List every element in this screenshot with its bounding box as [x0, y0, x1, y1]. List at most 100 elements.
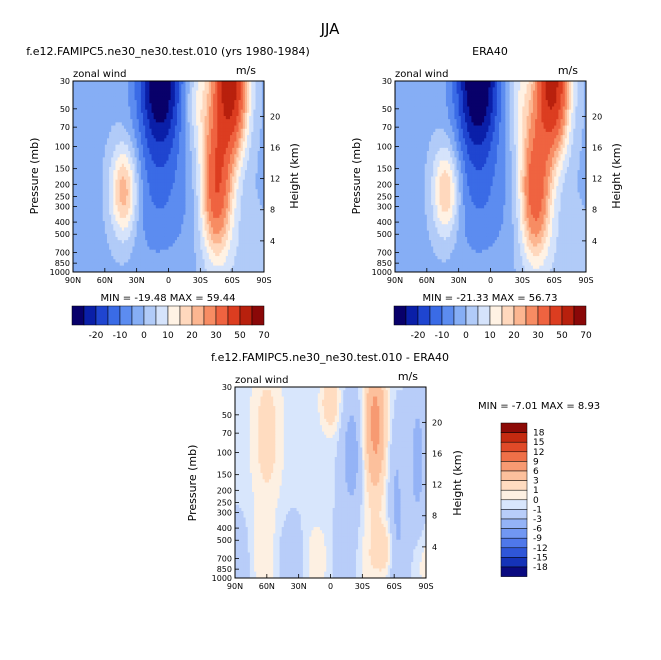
model-colorbar-swatch	[204, 306, 216, 325]
diff-y-axis-right-label: Height (km)	[451, 450, 464, 516]
model-x-tick-label: 60N	[97, 276, 113, 285]
era40-units-label: m/s	[558, 64, 578, 77]
era40-colorbar-swatch	[502, 306, 514, 325]
model-y-tick-label: 400	[55, 218, 70, 227]
era40-x-tick-label: 0	[488, 276, 493, 285]
era40-colorbar-label: -20	[411, 331, 426, 341]
era40-y-tick-label: 150	[377, 165, 392, 174]
diff-y-tick-label: 50	[222, 411, 232, 420]
model-plot-area: 90N 60N 30N 0 30S 60S 90S305070100150200250300…	[50, 77, 281, 285]
diff-y-tick-label: 300	[217, 508, 232, 517]
diff-units-label: m/s	[398, 370, 418, 383]
era40-colorbar-label: 10	[484, 331, 496, 341]
model-colorbar-swatch	[108, 306, 120, 325]
diff-y-tick-label: 1000	[212, 574, 232, 583]
era40-colorbar-swatch	[490, 306, 502, 325]
model-colorbar-label: -10	[113, 331, 128, 341]
diff-colorbar-label: 3	[533, 477, 539, 487]
model-colorbar-swatch	[228, 306, 240, 325]
diff-y-tick-label: 150	[217, 471, 232, 480]
diff-colorbar-swatch	[501, 538, 527, 548]
model-y-tick-label: 50	[60, 105, 70, 114]
era40-y-tick-label: 300	[377, 202, 392, 211]
era40-y-right-tick-label: 20	[592, 112, 602, 121]
era40-colorbar-swatch	[418, 306, 430, 325]
era40-contour-fill	[395, 81, 586, 272]
model-colorbar-swatch	[72, 306, 84, 325]
diff-y-right-tick-label: 16	[432, 449, 442, 458]
model-colorbar-swatch	[168, 306, 180, 325]
diff-colorbar-swatch	[501, 548, 527, 558]
era40-y-right-tick-label: 4	[592, 237, 597, 246]
model-y-tick-label: 500	[55, 230, 70, 239]
era40-y-tick-label: 850	[377, 259, 392, 268]
era40-colorbar-label: 30	[532, 331, 544, 341]
diff-y-right-tick-label: 8	[432, 512, 437, 521]
era40-colorbar-swatch	[406, 306, 418, 325]
diff-colorbar-label: 1	[533, 486, 539, 496]
model-y-right-tick-label: 8	[270, 206, 275, 215]
model-y-tick-label: 700	[55, 249, 70, 258]
era40-y-tick-label: 700	[377, 249, 392, 258]
model-colorbar-swatch	[84, 306, 96, 325]
model-y-tick-label: 250	[55, 192, 70, 201]
model-y-tick-label: 1000	[50, 268, 70, 277]
era40-colorbar-swatch	[454, 306, 466, 325]
diff-x-tick-label: 60N	[259, 582, 275, 591]
era40-x-tick-label: 30N	[451, 276, 467, 285]
diff-y-tick-label: 30	[222, 383, 232, 392]
diff-colorbar-label: -6	[533, 525, 542, 535]
era40-colorbar-label: 20	[508, 331, 520, 341]
diff-colorbar-swatch	[501, 423, 527, 433]
diff-plot-area: 90N 60N 30N 0 30S 60S 90S305070100150200250300…	[212, 383, 443, 591]
diff-panel: zonal wind m/s 90N 60N 30N 0 30S 60S 90S305070…	[186, 370, 464, 591]
diff-colorbar-label: 12	[533, 448, 544, 458]
model-x-tick-label: 0	[166, 276, 171, 285]
model-x-tick-label: 90N	[65, 276, 81, 285]
diff-colorbar-swatch	[501, 471, 527, 481]
diff-colorbar-swatch	[501, 461, 527, 471]
era40-y-right-tick-label: 12	[592, 175, 602, 184]
model-y-axis-label: Pressure (mb)	[28, 138, 41, 215]
model-y-tick-label: 70	[60, 123, 70, 132]
era40-y-axis-right-label: Height (km)	[610, 143, 623, 209]
diff-y-right-tick-label: 12	[432, 481, 442, 490]
model-colorbar-swatch	[180, 306, 192, 325]
diff-colorbar-swatch	[501, 452, 527, 462]
era40-y-tick-label: 30	[382, 77, 392, 86]
model-panel: f.e12.FAMIPC5.ne30_ne30.test.010 (yrs 19…	[26, 45, 310, 341]
diff-colorbar-label: 15	[533, 438, 544, 448]
model-variable-label: zonal wind	[73, 69, 126, 80]
diff-y-tick-label: 400	[217, 524, 232, 533]
model-x-tick-label: 60S	[225, 276, 240, 285]
diff-colorbar-label: -18	[533, 563, 548, 573]
diff-x-tick-label: 90N	[227, 582, 243, 591]
era40-y-right-tick-label: 8	[592, 206, 597, 215]
era40-variable-label: zonal wind	[395, 69, 448, 80]
figure-title: JJA	[320, 20, 341, 38]
model-y-axis-right-label: Height (km)	[288, 143, 301, 209]
model-colorbar-swatch	[216, 306, 228, 325]
era40-y-tick-label: 100	[377, 143, 392, 152]
diff-x-tick-label: 0	[328, 582, 333, 591]
model-colorbar-label: -20	[89, 331, 104, 341]
diff-x-tick-label: 60S	[387, 582, 402, 591]
diff-colorbar-swatch	[501, 529, 527, 539]
era40-y-tick-label: 1000	[372, 268, 392, 277]
era40-colorbar-swatch	[394, 306, 406, 325]
era40-x-tick-label: 60S	[547, 276, 562, 285]
model-y-tick-label: 300	[55, 202, 70, 211]
era40-y-tick-label: 500	[377, 230, 392, 239]
era40-x-tick-label: 90N	[387, 276, 403, 285]
era40-colorbar-label: 70	[580, 331, 592, 341]
model-colorbar-swatch	[132, 306, 144, 325]
model-x-tick-label: 30S	[193, 276, 208, 285]
model-colorbar-label: 70	[258, 331, 270, 341]
era40-y-right-tick-label: 16	[592, 143, 602, 152]
diff-y-tick-label: 200	[217, 486, 232, 495]
diff-y-tick-label: 250	[217, 498, 232, 507]
diff-y-tick-label: 700	[217, 555, 232, 564]
diff-y-tick-label: 850	[217, 565, 232, 574]
model-colorbar-swatch	[96, 306, 108, 325]
